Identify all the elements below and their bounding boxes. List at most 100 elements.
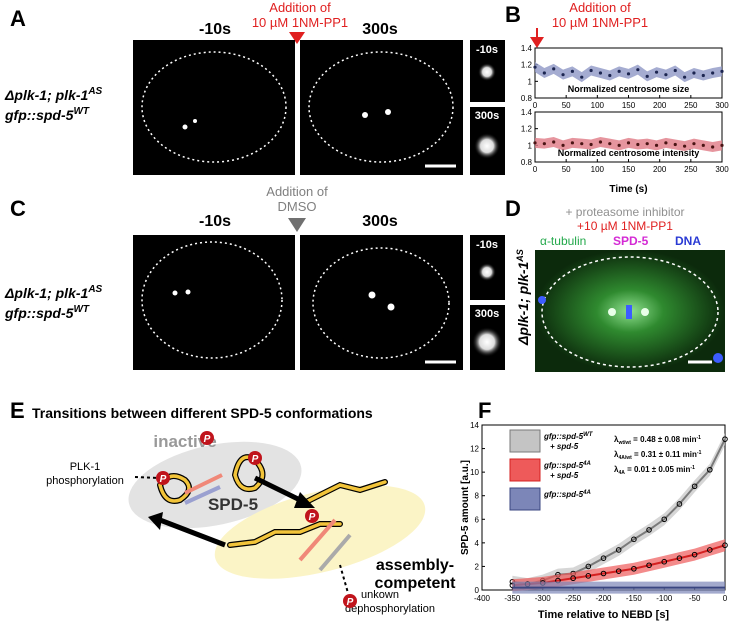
inset-label: 300s (475, 308, 499, 320)
state-label: competent (375, 575, 457, 592)
y-tick-label: 4 (475, 539, 480, 548)
phospho-label: P (204, 434, 211, 445)
y-tick-label: 0.8 (521, 158, 533, 167)
rate-symbol: λ (614, 465, 619, 474)
centrosome (608, 308, 616, 316)
x-tick-label: -100 (656, 594, 673, 603)
data-point (552, 67, 556, 71)
data-point (585, 573, 592, 579)
x-axis-label: Time relative to NEBD [s] (538, 609, 670, 621)
plot-title: Normalized centrosome size (568, 84, 690, 94)
rate-sup: -1 (690, 465, 695, 471)
data-point (691, 483, 698, 490)
data-point (580, 75, 584, 79)
cell-outline (308, 51, 454, 163)
state-label: assembly- (376, 557, 454, 574)
data-point (570, 69, 575, 73)
inset-label: -10s (476, 44, 498, 56)
y-tick-label: 1.2 (521, 61, 533, 70)
x-tick-label: 300 (715, 101, 729, 110)
cell-outline (141, 241, 283, 359)
centrosome (387, 303, 395, 311)
data-point (661, 558, 668, 565)
data-point (707, 466, 713, 473)
data-point (691, 551, 698, 558)
genotype: Δplk-1; plk-1AS (515, 249, 531, 346)
phospho-site (156, 471, 170, 485)
micrograph (133, 235, 295, 370)
micrograph-group (535, 250, 725, 372)
x-tick-label: 100 (591, 101, 605, 110)
y-tick-label: 1.4 (521, 108, 533, 117)
data-point (631, 536, 637, 543)
addition-marker (289, 32, 305, 44)
data-point (552, 140, 556, 144)
legend-sup: WT (583, 432, 594, 438)
data-point (692, 71, 696, 75)
genotype: gfp::spd-5WT (4, 106, 90, 123)
process-label: PLK-1 (70, 461, 101, 473)
phospho-site (200, 431, 214, 445)
phospho-label: P (160, 474, 167, 485)
genotype-sup: WT (73, 106, 89, 117)
legend-entry: + spd-5 (550, 442, 579, 451)
data-point (626, 72, 631, 76)
genotype-text: gfp::spd-5 (4, 107, 74, 123)
x-tick-label: -150 (626, 594, 643, 603)
data-point (542, 71, 546, 75)
data-point (646, 562, 652, 569)
process-label: dephosphorylation (345, 603, 435, 615)
data-point (683, 75, 687, 79)
legend-sup: 4A (582, 490, 591, 496)
x-tick-label: 0 (533, 165, 538, 174)
data-point (722, 542, 728, 549)
cell-outline (312, 247, 450, 359)
x-tick-label: 0 (723, 594, 728, 603)
channel: SPD-5 (613, 234, 649, 248)
panel-label: A (10, 6, 26, 31)
data-point (636, 68, 640, 72)
data-point (626, 141, 631, 145)
arrow (298, 518, 337, 562)
phospho-site (305, 509, 319, 523)
rate-value: = 0.48 ± 0.08 min (631, 435, 697, 444)
y-tick-label: 2 (475, 562, 480, 571)
y-tick-label: 0.8 (521, 94, 533, 103)
panel-label: B (505, 2, 521, 27)
data-point (617, 143, 621, 147)
centrosome (172, 290, 178, 296)
data-point (720, 69, 724, 73)
annotation: Addition of (569, 0, 631, 15)
protein (233, 455, 265, 491)
addition-marker (288, 218, 306, 232)
rate-sub: 4A (618, 470, 625, 476)
data-point (654, 70, 659, 74)
genotype-text: Δplk-1; plk-1 (4, 87, 89, 103)
phospho-label: P (309, 512, 316, 523)
data-point (707, 547, 713, 553)
data-point (636, 142, 640, 147)
y-tick-label: 1 (528, 141, 533, 150)
x-tick-label: 250 (684, 101, 698, 110)
arrow-head (148, 512, 163, 530)
data-point (598, 71, 603, 75)
panel-label: C (10, 196, 26, 221)
data-point (561, 143, 565, 147)
data-point (542, 142, 546, 146)
x-tick-label: 50 (562, 101, 571, 110)
legend-swatch (509, 429, 541, 453)
y-axis-label: SPD-5 amount [a.u.] (460, 460, 471, 555)
data-point (661, 516, 668, 523)
dna (626, 305, 632, 319)
genotype: Δplk-1; plk-1AS (4, 284, 103, 301)
data-point (533, 141, 537, 145)
channel: α-tubulin (540, 234, 586, 248)
chart-f: 0 2 4 6 8 10 12 14 -400 -350 -300 -250 -200 -150 -100 -… (460, 421, 728, 621)
x-tick-label: -350 (504, 594, 521, 603)
phospho-label: P (252, 454, 259, 465)
genotype-sup: AS (87, 86, 102, 97)
legend-swatch (509, 487, 541, 511)
rate-value: = 0.31 ± 0.11 min (632, 450, 697, 459)
x-tick-label: -400 (474, 594, 491, 603)
